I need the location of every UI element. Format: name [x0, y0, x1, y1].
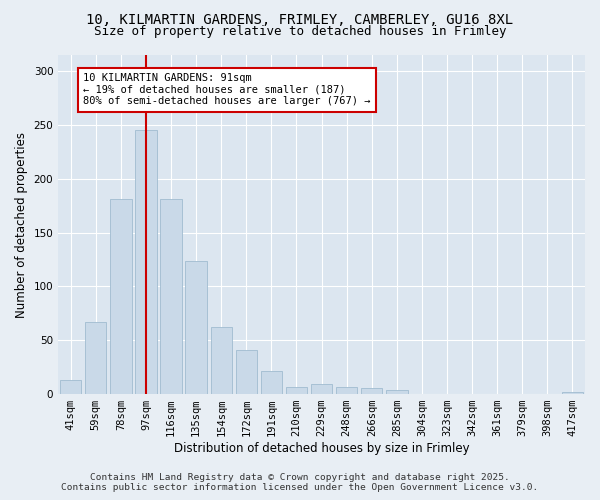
Text: Size of property relative to detached houses in Frimley: Size of property relative to detached ho…	[94, 25, 506, 38]
Bar	[110, 199, 131, 394]
Bar	[60, 380, 82, 394]
Bar	[261, 372, 282, 394]
Bar	[236, 350, 257, 394]
Text: Contains HM Land Registry data © Crown copyright and database right 2025.
Contai: Contains HM Land Registry data © Crown c…	[61, 473, 539, 492]
Y-axis label: Number of detached properties: Number of detached properties	[15, 132, 28, 318]
Bar	[386, 390, 407, 394]
Bar	[311, 384, 332, 394]
Text: 10, KILMARTIN GARDENS, FRIMLEY, CAMBERLEY, GU16 8XL: 10, KILMARTIN GARDENS, FRIMLEY, CAMBERLE…	[86, 12, 514, 26]
Bar	[562, 392, 583, 394]
Bar	[286, 386, 307, 394]
Bar	[160, 199, 182, 394]
Bar	[85, 322, 106, 394]
Bar	[185, 260, 207, 394]
Bar	[136, 130, 157, 394]
Text: 10 KILMARTIN GARDENS: 91sqm
← 19% of detached houses are smaller (187)
80% of se: 10 KILMARTIN GARDENS: 91sqm ← 19% of det…	[83, 74, 371, 106]
Bar	[211, 328, 232, 394]
Bar	[361, 388, 382, 394]
X-axis label: Distribution of detached houses by size in Frimley: Distribution of detached houses by size …	[174, 442, 469, 455]
Bar	[336, 386, 358, 394]
